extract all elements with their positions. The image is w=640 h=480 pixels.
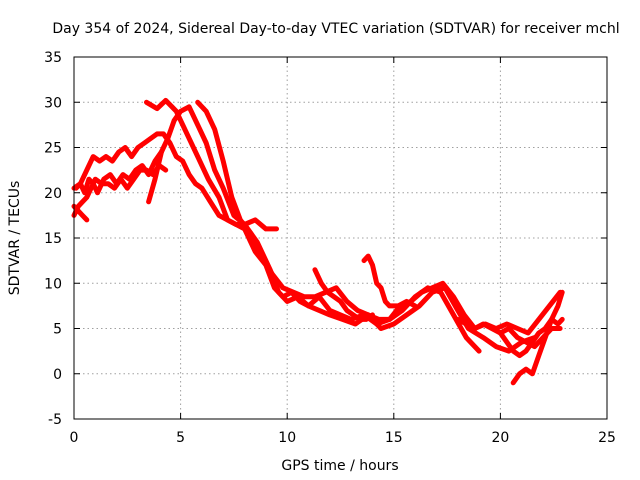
y-tick-label: 30 xyxy=(44,95,62,111)
chart-title: Day 354 of 2024, Sidereal Day-to-day VTE… xyxy=(52,21,619,37)
y-tick-label: -5 xyxy=(48,412,62,428)
series-line-trace-l xyxy=(455,316,563,350)
series-line-trace-b xyxy=(146,104,537,354)
x-tick-label: 0 xyxy=(70,430,79,446)
series-line-trace-i xyxy=(312,267,375,322)
series-line-trace-g xyxy=(71,203,90,223)
y-tick-label: 5 xyxy=(53,322,62,338)
x-tick-label: 25 xyxy=(598,430,616,446)
x-tick-label: 20 xyxy=(491,430,509,446)
y-tick-label: 25 xyxy=(44,141,62,157)
series-line-trace-c xyxy=(195,99,563,336)
series-line-trace-h xyxy=(361,253,418,309)
y-tick-label: 0 xyxy=(53,367,62,383)
data-series xyxy=(71,97,565,386)
y-tick-label: 35 xyxy=(44,50,62,66)
y-tick-label: 10 xyxy=(44,276,62,292)
series-line-trace-j xyxy=(510,289,565,386)
axis-ticks: 0 5 10 15 20 25 -5 0 5 10 15 20 25 30 35 xyxy=(44,50,616,446)
x-tick-label: 10 xyxy=(278,430,296,446)
x-tick-label: 5 xyxy=(176,430,185,446)
x-axis-label: GPS time / hours xyxy=(281,458,398,474)
y-tick-label: 20 xyxy=(44,186,62,202)
y-axis-label: SDTVAR / TECUs xyxy=(7,181,23,296)
grid-lines xyxy=(74,57,607,419)
series-line-trace-k xyxy=(497,316,565,359)
series-line-trace-f xyxy=(73,149,164,196)
series-line-trace-a xyxy=(144,97,482,354)
x-tick-label: 15 xyxy=(385,430,403,446)
y-tick-label: 15 xyxy=(44,231,62,247)
series-line-trace-d xyxy=(71,131,279,232)
